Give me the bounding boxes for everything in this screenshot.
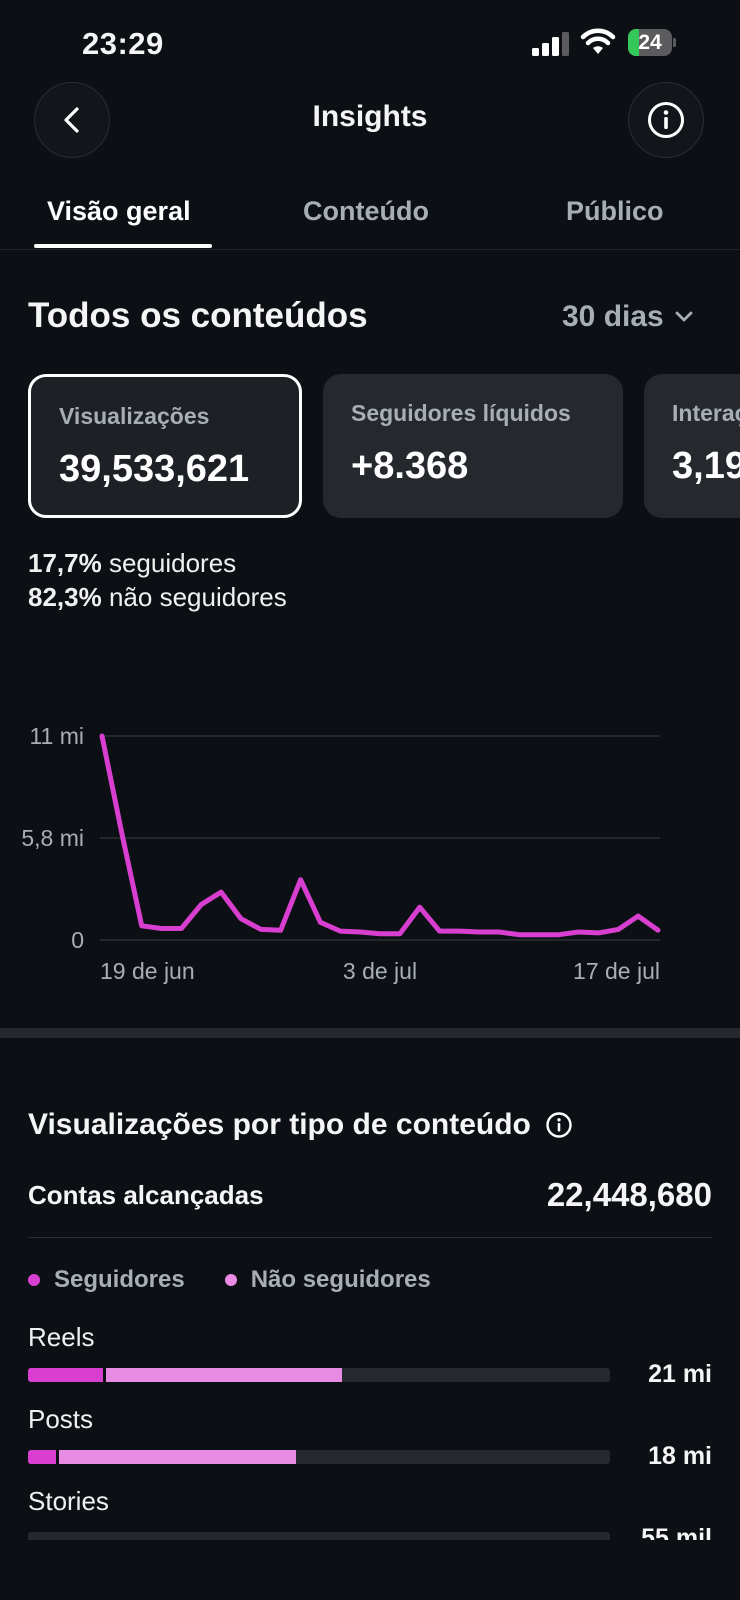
legend-item-followers: Seguidores: [28, 1266, 185, 1294]
section-title: Todos os conteúdos: [28, 296, 368, 335]
content-type-bar: [28, 1450, 610, 1464]
metric-cards: Visualizações 39,533,621 Seguidores líqu…: [0, 374, 740, 520]
metric-value: 39,533,621: [59, 448, 250, 490]
content-type-bar: [28, 1368, 610, 1382]
page-title: Insights: [312, 100, 428, 133]
audience-breakdown: 17,7% seguidores 82,3% não seguidores: [28, 546, 287, 614]
non-followers-share: 82,3% não seguidores: [28, 582, 287, 612]
followers-segment: [28, 1450, 58, 1464]
metric-card-net-followers[interactable]: Seguidores líquidos +8.368: [323, 374, 623, 518]
metric-value: 3,19: [672, 445, 740, 487]
followers-segment: [28, 1368, 104, 1382]
date-range-label: 30 dias: [562, 300, 664, 333]
y-tick-label: 11 mi: [29, 723, 84, 749]
back-button[interactable]: [34, 82, 110, 158]
accounts-reached-value: 22,448,680: [546, 1176, 712, 1213]
x-tick-label: 3 de jul: [343, 958, 417, 984]
status-time: 23:29: [82, 26, 164, 61]
tab-audience[interactable]: Público: [566, 196, 664, 226]
battery-level: 24: [638, 31, 662, 54]
status-bar: 23:29 24: [0, 0, 740, 88]
content-type-value: 18 mi: [648, 1442, 712, 1470]
chevron-left-icon: [64, 107, 79, 133]
metric-value: +8.368: [351, 445, 469, 487]
accounts-reached-label: Contas alcançadas: [28, 1180, 264, 1210]
content-type-label: Stories: [28, 1486, 109, 1516]
views-series-line: [99, 733, 661, 938]
views-line-chart: 11 mi 5,8 mi 0 19 de jun 3 de jul 17 de jul: [21, 723, 661, 984]
content-type-label: Reels: [28, 1322, 95, 1352]
header: Insights: [0, 80, 740, 160]
chart-legend: Seguidores Não seguidores: [28, 1266, 431, 1294]
x-tick-label: 19 de jun: [100, 958, 195, 984]
accounts-reached-row: Contas alcançadas 22,448,680: [28, 1164, 712, 1238]
metric-label: Seguidores líquidos: [351, 400, 571, 426]
metric-label: Visualizações: [59, 403, 210, 429]
metric-card-interactions[interactable]: Interações 3,19: [644, 374, 740, 518]
section-divider: [0, 1028, 740, 1038]
followers-share: 17,7% seguidores: [28, 548, 237, 578]
active-tab-indicator: [34, 244, 212, 248]
legend-dot: [224, 1274, 237, 1286]
bottom-edge: [0, 1540, 740, 1600]
content-type-row-posts: Posts 18 mi: [28, 1404, 712, 1484]
tab-overview[interactable]: Visão geral: [47, 196, 191, 226]
metric-label: Interações: [672, 400, 740, 426]
cellular-signal-icon: [532, 32, 569, 56]
content-type-value: 21 mi: [648, 1360, 712, 1388]
battery-icon: 24: [628, 29, 676, 56]
metric-card-views[interactable]: Visualizações 39,533,621: [28, 374, 302, 518]
legend-item-non-followers: Não seguidores: [224, 1266, 431, 1294]
date-range-selector[interactable]: 30 dias: [562, 300, 694, 334]
tab-bar: Visão geral Conteúdo Público: [0, 190, 740, 250]
content-type-row-reels: Reels 21 mi: [28, 1322, 712, 1402]
x-tick-label: 17 de jul: [573, 958, 660, 984]
wifi-icon: [580, 28, 616, 54]
chevron-down-icon: [675, 311, 693, 322]
info-icon: [648, 102, 684, 138]
info-button[interactable]: [628, 82, 704, 158]
content-type-title: Visualizações por tipo de conteúdo: [28, 1108, 573, 1142]
non-followers-segment: [103, 1368, 343, 1382]
info-icon[interactable]: [545, 1111, 573, 1139]
y-tick-label: 5,8 mi: [21, 825, 84, 851]
non-followers-segment: [57, 1450, 296, 1464]
tab-content[interactable]: Conteúdo: [303, 196, 429, 226]
y-tick-label: 0: [71, 927, 84, 953]
content-type-label: Posts: [28, 1404, 94, 1434]
legend-dot: [28, 1274, 40, 1286]
